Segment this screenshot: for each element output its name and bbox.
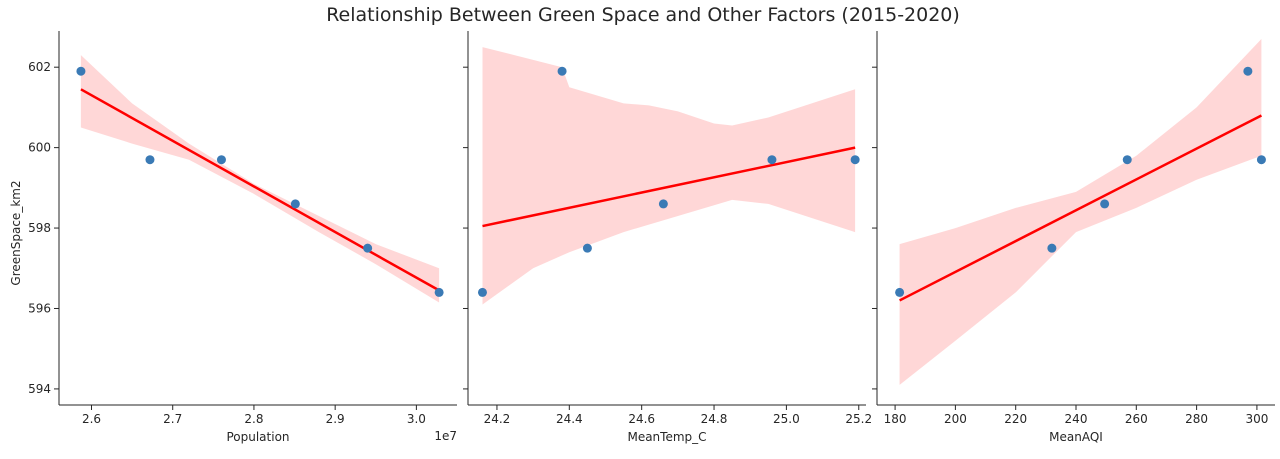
x-axis-label: MeanTemp_C — [627, 430, 706, 444]
x-tick-label: 2.9 — [326, 412, 345, 426]
confidence-band — [482, 47, 856, 305]
regression-line — [482, 146, 856, 228]
x-tick-label: 180 — [884, 412, 907, 426]
x-tick-label: 25.0 — [773, 412, 800, 426]
data-point — [767, 155, 777, 165]
data-point — [1243, 66, 1253, 76]
y-tick-label: 600 — [28, 141, 51, 155]
y-tick-label: 598 — [28, 221, 51, 235]
data-point — [557, 66, 567, 76]
y-tick-label: 594 — [28, 382, 51, 396]
x-tick-label: 24.4 — [556, 412, 583, 426]
data-point — [76, 66, 86, 76]
data-point — [434, 287, 444, 297]
y-tick-label: 602 — [28, 60, 51, 74]
x-tick-label: 24.8 — [701, 412, 728, 426]
panel-2: 24.2 24.4 24.6 24.8 25.0 25.2 MeanTemp_C — [463, 31, 872, 444]
regression-line — [899, 114, 1263, 302]
x-tick-label: 2.6 — [82, 412, 101, 426]
data-point — [582, 243, 592, 253]
data-point — [1256, 155, 1266, 165]
data-point — [1122, 155, 1132, 165]
confidence-band — [80, 55, 440, 303]
data-point — [850, 155, 860, 165]
regression-line — [80, 88, 440, 292]
y-tick-label: 596 — [28, 301, 51, 315]
chart-title: Relationship Between Green Space and Oth… — [326, 4, 960, 26]
data-point — [1100, 199, 1110, 209]
data-point — [477, 287, 487, 297]
x-tick-label: 25.2 — [845, 412, 872, 426]
x-axis-label: Population — [226, 430, 289, 444]
data-point — [290, 199, 300, 209]
data-point — [145, 155, 155, 165]
x-tick-label: 300 — [1245, 412, 1268, 426]
x-tick-label: 260 — [1125, 412, 1148, 426]
x-tick-label: 3.0 — [407, 412, 426, 426]
data-point — [216, 155, 226, 165]
panel-1: 594 596 598 600 602 2.6 2.7 2.8 2.9 3.0 Population… — [28, 31, 457, 444]
confidence-band — [899, 39, 1262, 385]
x-tick-label: 2.8 — [244, 412, 263, 426]
data-point — [895, 287, 905, 297]
data-point — [658, 199, 668, 209]
x-tick-label: 2.7 — [163, 412, 182, 426]
x-axis-label: MeanAQI — [1049, 430, 1103, 444]
x-tick-label: 24.2 — [484, 412, 511, 426]
panels: 594 596 598 600 602 2.6 2.7 2.8 2.9 3.0 Population… — [28, 31, 1275, 444]
panel-3: 180 200 220 240 260 280 300 MeanAQI — [872, 31, 1275, 444]
data-point — [1047, 243, 1057, 253]
x-tick-label: 200 — [944, 412, 967, 426]
x-tick-label: 24.6 — [628, 412, 655, 426]
x-offset-label: 1e7 — [434, 429, 457, 443]
x-tick-label: 240 — [1065, 412, 1088, 426]
x-tick-label: 280 — [1185, 412, 1208, 426]
x-tick-label: 220 — [1004, 412, 1027, 426]
data-point — [363, 243, 373, 253]
y-axis-label: GreenSpace_km2 — [9, 180, 23, 285]
